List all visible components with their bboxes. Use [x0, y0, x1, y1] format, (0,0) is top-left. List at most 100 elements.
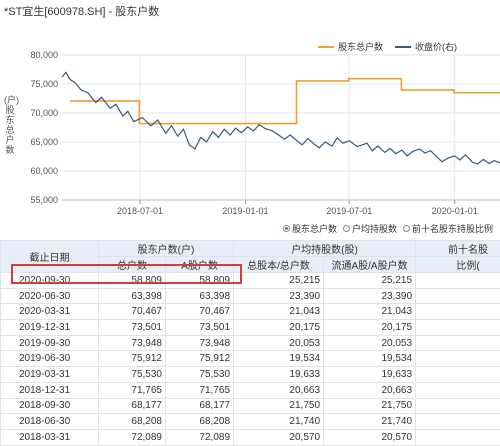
- row-a-holders: 75,912: [166, 351, 234, 367]
- row-a-holders: 70,467: [166, 304, 234, 320]
- subheader-float-per-holder[interactable]: 流通A股/A股户数: [324, 257, 416, 273]
- row-ratio: [416, 429, 500, 445]
- row-float-per-holder: 21,740: [324, 414, 416, 430]
- row-float-per-holder: 23,390: [324, 288, 416, 304]
- subheader-total-per-holder[interactable]: 总股本/总户数: [234, 257, 324, 273]
- row-a-holders: 68,177: [166, 398, 234, 414]
- y-tick-label: 60,000: [30, 166, 58, 176]
- header-top10: 前十名股: [416, 241, 500, 257]
- row-total-per-holder: 19,534: [234, 351, 324, 367]
- subheader-ratio[interactable]: 比例(: [416, 257, 500, 273]
- y-axis-labels: 55,000 60,000 65,000 70,000 75,000 80,000: [30, 50, 58, 205]
- highlight-box: [11, 264, 242, 284]
- row-float-per-holder: 20,053: [324, 335, 416, 351]
- row-ratio: [416, 398, 500, 414]
- row-total-holders: 70,467: [99, 304, 166, 320]
- series-line-price: [62, 72, 500, 164]
- row-date: 2019-12-31: [1, 320, 99, 336]
- option-avg-shares[interactable]: 户均持股数: [343, 222, 397, 235]
- row-total-holders: 75,912: [99, 351, 166, 367]
- row-date: 2018-09-30: [1, 398, 99, 414]
- row-total-per-holder: 23,390: [234, 288, 324, 304]
- option-total-holders[interactable]: 股东总户数: [283, 222, 337, 235]
- row-float-per-holder: 21,750: [324, 398, 416, 414]
- row-total-per-holder: 21,740: [234, 414, 324, 430]
- row-total-holders: 68,208: [99, 414, 166, 430]
- row-total-holders: 73,948: [99, 335, 166, 351]
- row-a-holders: 72,089: [166, 429, 234, 445]
- row-float-per-holder: 20,570: [324, 429, 416, 445]
- radio-top10-ratio[interactable]: [403, 225, 410, 232]
- row-ratio: [416, 335, 500, 351]
- row-date: 2018-12-31: [1, 382, 99, 398]
- chart-grid: [62, 55, 500, 204]
- row-a-holders: 71,765: [166, 382, 234, 398]
- row-date: 2020-06-30: [1, 288, 99, 304]
- row-float-per-holder: 20,663: [324, 382, 416, 398]
- row-float-per-holder: 19,633: [324, 367, 416, 383]
- y-tick-label: 75,000: [30, 79, 58, 89]
- row-total-per-holder: 21,750: [234, 398, 324, 414]
- series-line-holders: [70, 79, 500, 124]
- row-a-holders: 63,398: [166, 288, 234, 304]
- row-total-per-holder: 20,663: [234, 382, 324, 398]
- row-date: 2019-09-30: [1, 335, 99, 351]
- y-tick-label: 80,000: [30, 50, 58, 60]
- holders-chart: 55,000 60,000 65,000 70,000 75,000 80,000 201…: [0, 0, 500, 230]
- header-avg-shares: 户均持股数(股): [234, 241, 416, 257]
- row-date: 2019-06-30: [1, 351, 99, 367]
- row-total-holders: 63,398: [99, 288, 166, 304]
- row-ratio: [416, 414, 500, 430]
- view-options: 股东总户数 户均持股数 前十名股东持股比例: [283, 222, 493, 235]
- chart-lines: [62, 72, 500, 164]
- row-date: 2020-03-31: [1, 304, 99, 320]
- option-label-top10-ratio: 前十名股东持股比例: [412, 222, 493, 235]
- radio-total-holders[interactable]: [283, 225, 290, 232]
- row-total-holders: 68,177: [99, 398, 166, 414]
- row-float-per-holder: 19,534: [324, 351, 416, 367]
- row-total-per-holder: 20,175: [234, 320, 324, 336]
- row-a-holders: 73,948: [166, 335, 234, 351]
- option-top10-ratio[interactable]: 前十名股东持股比例: [403, 222, 493, 235]
- row-total-per-holder: 21,043: [234, 304, 324, 320]
- row-a-holders: 68,208: [166, 414, 234, 430]
- row-float-per-holder: 25,215: [324, 273, 416, 289]
- x-tick-label: 2019-01-01: [222, 206, 268, 216]
- row-ratio: [416, 320, 500, 336]
- table-group-header-row: 截止日期 股东户数(户) 户均持股数(股) 前十名股: [1, 241, 500, 257]
- row-a-holders: 75,530: [166, 367, 234, 383]
- row-total-holders: 71,765: [99, 382, 166, 398]
- row-date: 2018-06-30: [1, 414, 99, 430]
- row-date: 2018-03-31: [1, 429, 99, 445]
- row-ratio: [416, 367, 500, 383]
- row-ratio: [416, 351, 500, 367]
- row-total-holders: 75,530: [99, 367, 166, 383]
- row-total-per-holder: 20,053: [234, 335, 324, 351]
- y-tick-label: 55,000: [30, 195, 58, 205]
- x-tick-label: 2019-07-01: [326, 206, 372, 216]
- row-ratio: [416, 382, 500, 398]
- row-ratio: [416, 304, 500, 320]
- row-total-holders: 73,501: [99, 320, 166, 336]
- option-label-avg-shares: 户均持股数: [352, 222, 397, 235]
- radio-avg-shares[interactable]: [343, 225, 350, 232]
- row-total-per-holder: 25,215: [234, 273, 324, 289]
- row-date: 2019-03-31: [1, 367, 99, 383]
- y-tick-label: 65,000: [30, 137, 58, 147]
- row-total-holders: 72,089: [99, 429, 166, 445]
- row-float-per-holder: 20,175: [324, 320, 416, 336]
- header-holder-count: 股东户数(户): [99, 241, 234, 257]
- y-tick-label: 70,000: [30, 108, 58, 118]
